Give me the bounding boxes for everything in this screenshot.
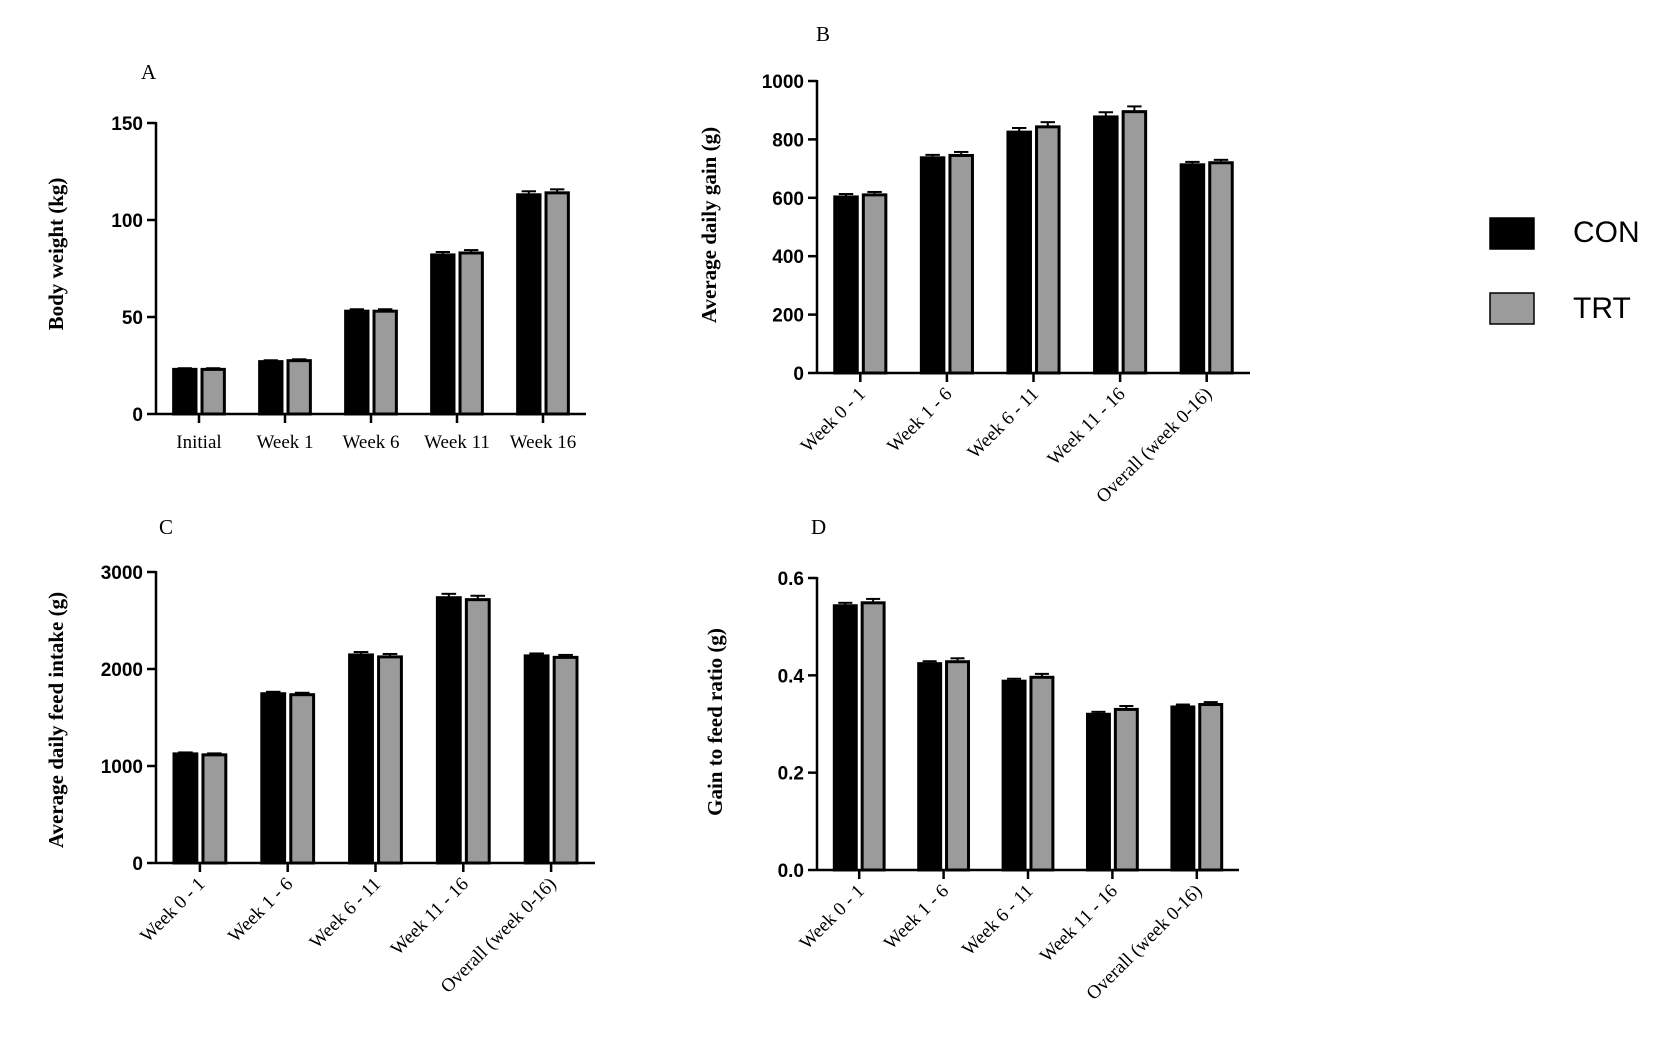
panel-b-y-tick-label: 400 (772, 247, 804, 268)
panel-d-bar-trt (1113, 707, 1139, 872)
panel-a-x-tick-label: Week 11 (424, 432, 490, 453)
panel-b-x-tick-label: Week 11 - 16 (1044, 384, 1130, 470)
panel-c-y-axis-label: Average daily feed intake (g) (44, 592, 68, 848)
panel-a-bar-trt (458, 251, 484, 416)
panel-a-x-tick-label: Initial (176, 432, 221, 453)
panel-b-bar-trt (1121, 110, 1148, 375)
panel-a-bar-trt (544, 191, 570, 416)
panel-c-bar-con (435, 596, 462, 865)
panel-d-bar-trt (1198, 703, 1224, 872)
panel-a-letter: A (141, 60, 157, 84)
panel-a-y-tick-label: 150 (111, 114, 143, 135)
panel-c-letter: C (159, 515, 173, 539)
panel-d-y-tick-label: 0.4 (778, 666, 805, 687)
panel-a-x-tick-label: Week 16 (510, 432, 577, 453)
panel-b-bar-trt (1208, 161, 1234, 375)
panel-c: C Average daily feed intake (g) 0 1000 200… (44, 515, 595, 997)
panel-c-x-tick-label: Week 0 - 1 (136, 874, 209, 947)
panel-a-bar-con (430, 253, 456, 416)
panel-d-bar-con (832, 604, 858, 872)
panel-a-bar-con (172, 367, 198, 416)
panel-d-bar-con (1086, 712, 1111, 872)
panel-a-bar-trt (372, 309, 398, 416)
panel-d-bar-con (1170, 705, 1196, 872)
panel-b-bar-con (1093, 115, 1119, 375)
panel-d-bar-trt (1029, 675, 1055, 872)
legend-swatch-trt (1489, 292, 1535, 325)
panel-b-y-tick-label: 600 (772, 189, 804, 210)
panel-d-x-tick-label: Week 0 - 1 (796, 881, 869, 954)
panel-b: B Average daily gain (g) 0 200 400 600 800 10… (697, 22, 1250, 507)
panel-d-bar-trt (945, 660, 970, 872)
panel-c-bar-con (260, 692, 287, 865)
panel-a-bar-con (516, 193, 542, 416)
panel-b-bar-trt (861, 193, 888, 375)
panel-c-bar-trt (289, 693, 316, 865)
panel-d-x-tick-label: Week 11 - 16 (1036, 881, 1122, 967)
panel-b-bar-trt (1035, 125, 1061, 375)
panel-b-x-tick-label: Week 6 - 11 (964, 384, 1043, 463)
panel-b-y-tick-label: 0 (793, 364, 804, 385)
panel-c-y-tick-label: 3000 (101, 563, 143, 584)
panel-c-bar-trt (377, 655, 403, 865)
panel-d: D Gain to feed ratio (g) 0.0 0.2 0.4 0.6 Wee… (703, 515, 1239, 1004)
panel-d-x-tick-label: Week 1 - 6 (880, 881, 953, 954)
panel-c-bar-con (348, 653, 374, 865)
panel-b-bar-trt (948, 153, 974, 375)
panel-c-y-tick-label: 0 (132, 854, 143, 875)
panel-a-x-tick-label: Week 1 (256, 432, 313, 453)
panel-b-y-tick-label: 800 (772, 130, 804, 151)
panel-a-y-tick-label: 50 (122, 308, 143, 329)
legend-swatch-con (1489, 217, 1535, 250)
panel-a: A Body weight (kg) 0 50 100 150 Initial Week … (44, 60, 586, 453)
panel-b-y-tick-label: 1000 (762, 72, 804, 93)
legend-label-con: CON (1573, 216, 1640, 249)
panel-c-x-tick-label: Week 6 - 11 (306, 874, 385, 953)
panel-a-y-axis-label: Body weight (kg) (44, 178, 68, 331)
panel-a-bar-con (344, 309, 370, 416)
panel-b-x-tick-label: Week 0 - 1 (797, 384, 870, 457)
panel-b-bar-con (833, 195, 859, 375)
panel-b-x-tick-label: Week 1 - 6 (883, 384, 956, 457)
panel-c-bar-con (172, 752, 199, 865)
panel-a-plot: 0 50 100 150 Initial Week 1 Week 6 Week 11 Week … (111, 114, 586, 453)
panel-a-y-tick-label: 100 (111, 211, 143, 232)
panel-c-bar-trt (464, 598, 491, 865)
panel-d-y-tick-label: 0.6 (778, 569, 804, 590)
panel-a-bar-trt (200, 367, 226, 416)
panel-d-bar-con (917, 662, 943, 872)
panel-a-bar-trt (286, 359, 312, 416)
panel-a-x-tick-label: Week 6 (342, 432, 399, 453)
panel-d-bar-con (1001, 679, 1027, 872)
panel-c-x-tick-label: Week 11 - 16 (387, 874, 473, 960)
panel-b-y-tick-label: 200 (772, 306, 804, 327)
panel-d-y-tick-label: 0.0 (778, 861, 804, 882)
panel-b-bar-con (1179, 163, 1206, 375)
panel-c-bar-trt (201, 753, 228, 865)
panel-a-bar-con (258, 360, 284, 416)
panel-a-y-tick-label: 0 (132, 405, 143, 426)
panel-c-plot: 0 1000 2000 3000 Week 0 - 1 Week 1 - 6 Week 6 … (101, 563, 595, 997)
panel-d-x-tick-label: Week 6 - 11 (958, 881, 1037, 960)
panel-c-bar-con (523, 654, 550, 865)
panel-b-letter: B (816, 22, 830, 46)
panel-b-y-axis-label: Average daily gain (g) (697, 127, 721, 323)
panel-d-y-tick-label: 0.2 (778, 764, 804, 785)
panel-c-y-tick-label: 2000 (101, 660, 143, 681)
panel-d-y-axis-label: Gain to feed ratio (g) (703, 628, 727, 816)
legend-label-trt: TRT (1573, 292, 1631, 325)
panel-c-bar-trt (552, 655, 579, 865)
panel-d-letter: D (811, 515, 826, 539)
panel-d-plot: 0.0 0.2 0.4 0.6 Week 0 - 1 Week 1 - 6 Week 6 -… (778, 569, 1239, 1004)
panel-b-bar-con (919, 156, 946, 375)
panel-b-bar-con (1006, 130, 1032, 375)
panel-c-y-tick-label: 1000 (101, 757, 143, 778)
panel-d-bar-trt (860, 601, 886, 872)
panel-c-x-tick-label: Week 1 - 6 (224, 874, 297, 947)
legend: CON TRT (1489, 216, 1640, 325)
